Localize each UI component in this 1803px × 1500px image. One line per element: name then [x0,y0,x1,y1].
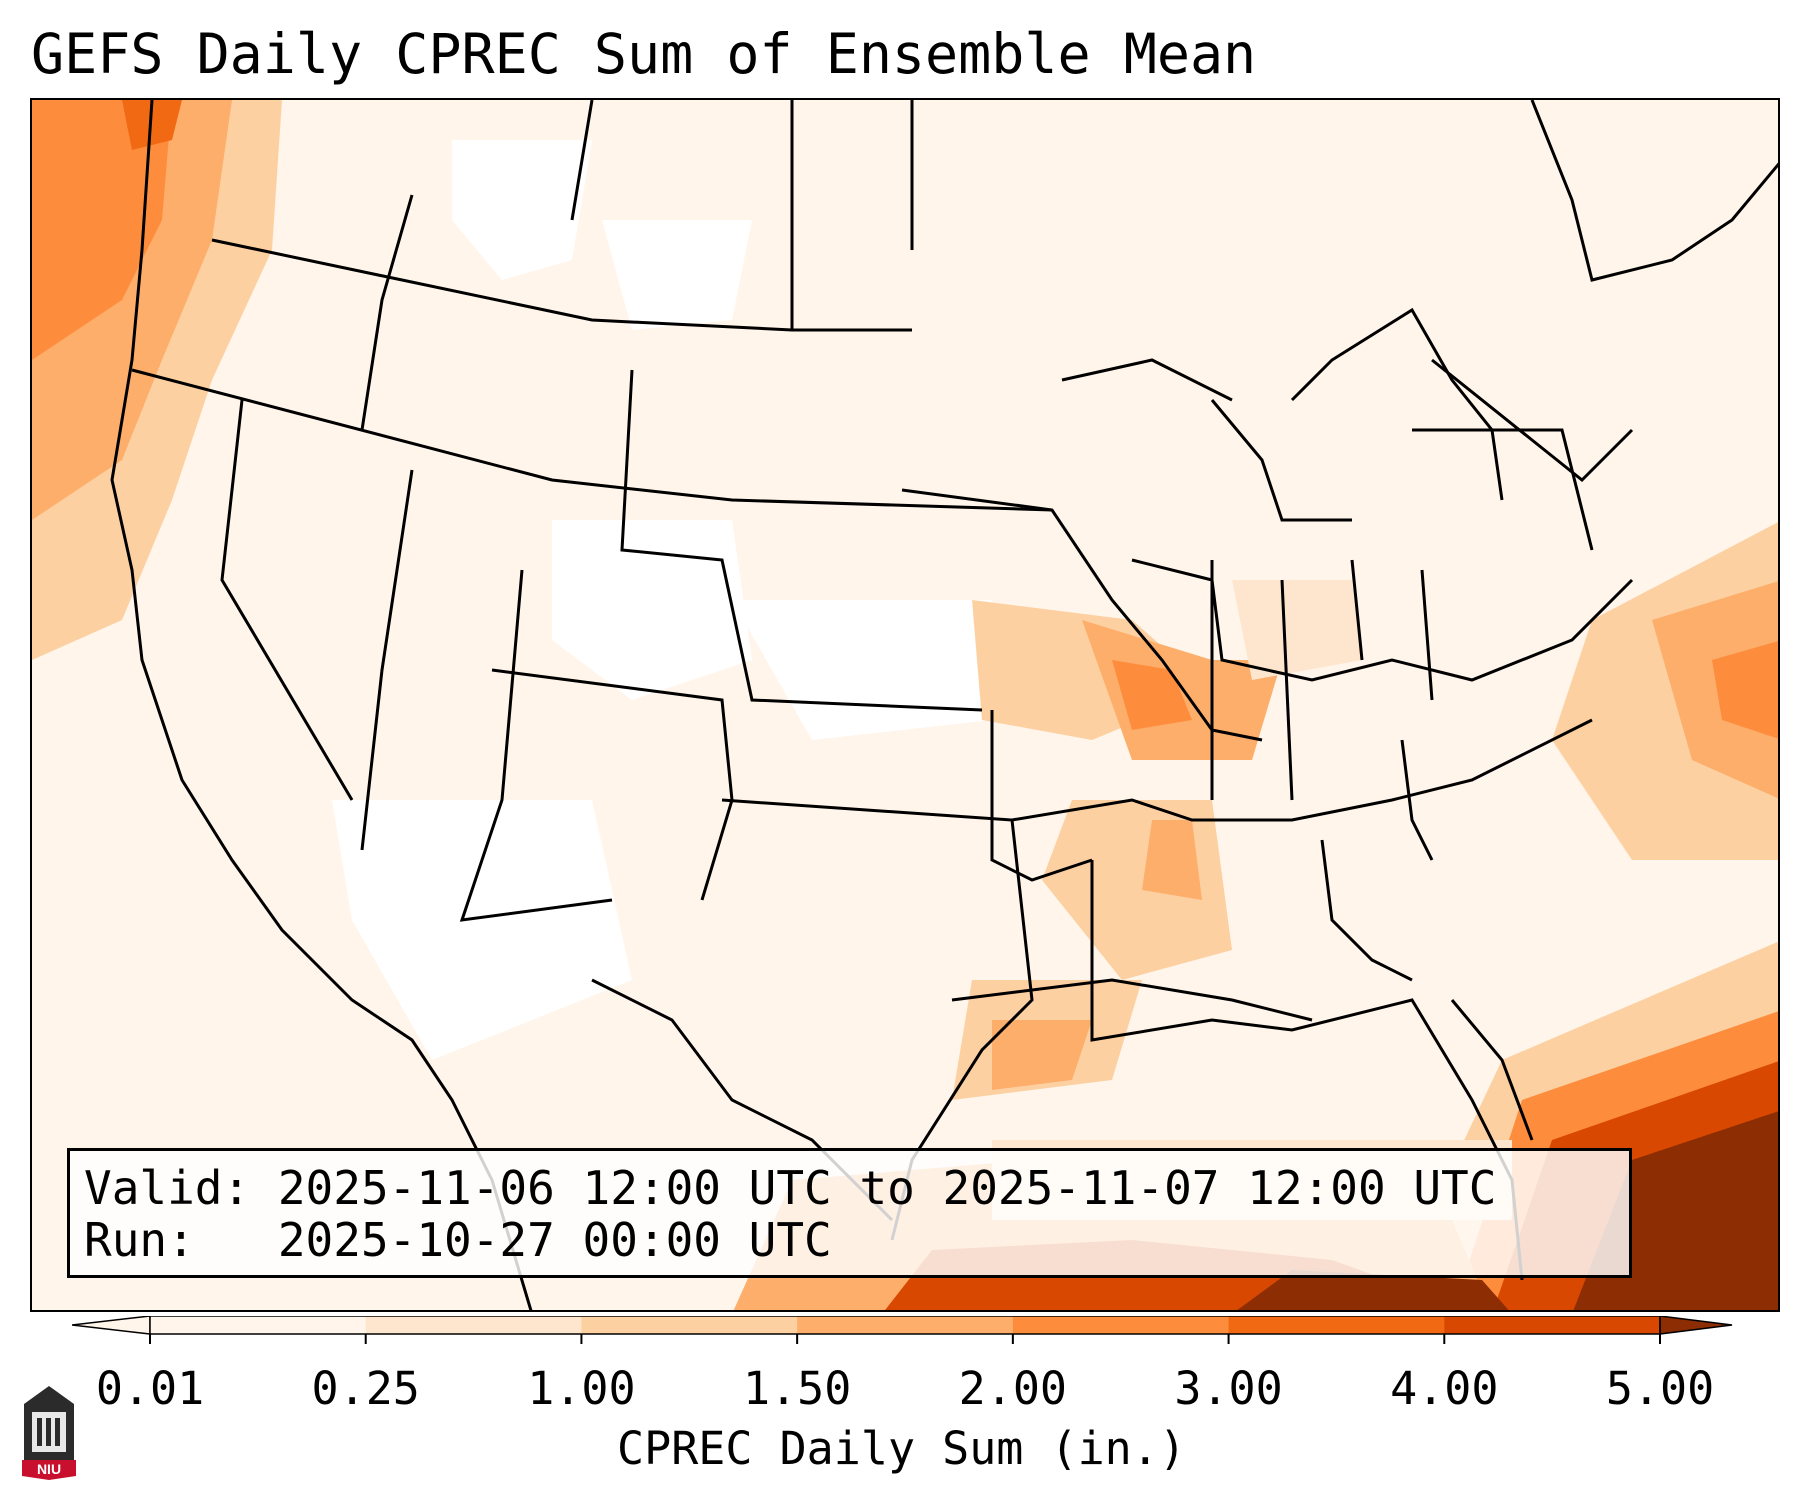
page-title: GEFS Daily CPREC Sum of Ensemble Mean [31,22,1257,86]
colorbar-tick-label: 3.00 [1174,1362,1283,1415]
colorbar-segment [365,1316,582,1334]
colorbar-min-arrow [72,1316,151,1335]
colorbar-segments [150,1316,1661,1334]
colorbar-tick-label: 4.00 [1390,1362,1499,1415]
colorbar-tick-label: 5.00 [1605,1362,1715,1415]
logo-text: NIU [37,1461,61,1477]
colorbar-segment [1444,1316,1661,1334]
colorbar-tick-label: 2.00 [958,1362,1068,1415]
colorbar-tick-label: 1.50 [742,1362,852,1415]
colorbar-segment [150,1316,367,1334]
boundaries [110,100,1778,1310]
valid-time: Valid: 2025-11-06 12:00 UTC to 2025-11-0… [84,1161,1497,1215]
colorbar-tick-label: 0.25 [311,1362,420,1415]
colorbar-tick-label: 0.01 [95,1362,205,1415]
colorbar-segment [581,1316,798,1334]
colorbar-segment [1012,1316,1230,1334]
university-seal-icon: NIU [22,1386,76,1480]
valid-run-info: Valid: 2025-11-06 12:00 UTC to 2025-11-0… [67,1148,1632,1278]
colorbar-ticks [149,1334,1661,1344]
colorbar [72,1316,1733,1344]
colorbar-title: CPREC Daily Sum (in.) [617,1422,1186,1475]
colorbar-tick-label: 1.00 [527,1362,636,1415]
colorbar-max-arrow [1659,1316,1733,1335]
run-time: Run: 2025-10-27 00:00 UTC [84,1213,832,1267]
colorbar-segment [1228,1316,1445,1334]
colorbar-segment [797,1316,1014,1334]
colorbar-outline [149,1316,1661,1335]
precipitation-map [30,98,1780,1312]
